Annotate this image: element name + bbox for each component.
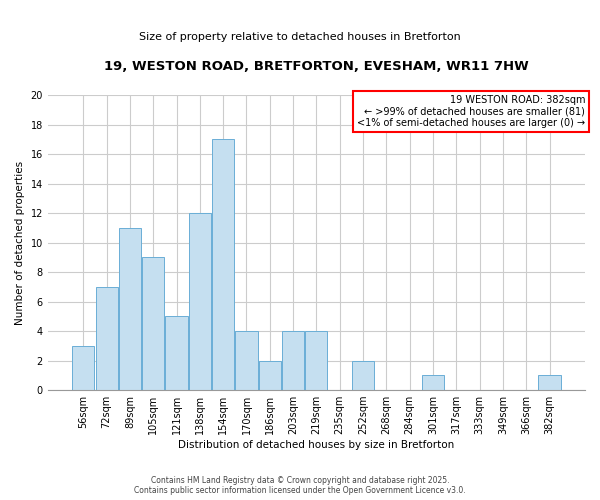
Text: 19 WESTON ROAD: 382sqm
← >99% of detached houses are smaller (81)
<1% of semi-de: 19 WESTON ROAD: 382sqm ← >99% of detache… bbox=[357, 95, 585, 128]
Bar bbox=[538, 376, 560, 390]
X-axis label: Distribution of detached houses by size in Bretforton: Distribution of detached houses by size … bbox=[178, 440, 455, 450]
Bar bbox=[72, 346, 94, 390]
Title: 19, WESTON ROAD, BRETFORTON, EVESHAM, WR11 7HW: 19, WESTON ROAD, BRETFORTON, EVESHAM, WR… bbox=[104, 60, 529, 73]
Text: Contains HM Land Registry data © Crown copyright and database right 2025.
Contai: Contains HM Land Registry data © Crown c… bbox=[134, 476, 466, 495]
Bar bbox=[422, 376, 444, 390]
Bar bbox=[282, 331, 304, 390]
Bar bbox=[259, 360, 281, 390]
Bar bbox=[189, 213, 211, 390]
Bar bbox=[235, 331, 257, 390]
Text: Size of property relative to detached houses in Bretforton: Size of property relative to detached ho… bbox=[139, 32, 461, 42]
Y-axis label: Number of detached properties: Number of detached properties bbox=[15, 160, 25, 324]
Bar bbox=[142, 258, 164, 390]
Bar bbox=[212, 140, 234, 390]
Bar bbox=[119, 228, 141, 390]
Bar bbox=[352, 360, 374, 390]
Bar bbox=[95, 287, 118, 390]
Bar bbox=[305, 331, 328, 390]
Bar bbox=[166, 316, 188, 390]
